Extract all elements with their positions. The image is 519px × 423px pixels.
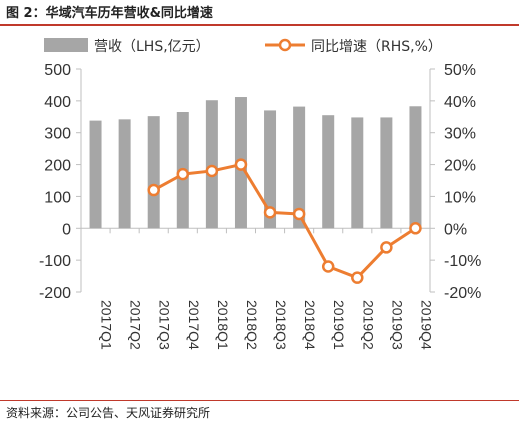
right-tick-label: 10% — [444, 189, 476, 206]
category-label: 2017Q1 — [99, 300, 115, 350]
right-tick-label: -10% — [444, 253, 481, 270]
revenue-bar — [264, 110, 277, 229]
right-tick-label: 0% — [444, 221, 467, 238]
category-labels: 2017Q1 2017Q2 2017Q3 2017Q4 2018Q1 2018Q2 2018… — [99, 300, 435, 350]
growth-polyline — [152, 163, 417, 280]
revenue-bar — [409, 106, 422, 229]
revenue-bar — [147, 116, 160, 229]
left-tick-label: 200 — [44, 158, 71, 175]
category-label: 2019Q1 — [331, 300, 347, 350]
category-label: 2017Q2 — [128, 300, 144, 350]
right-tick-label: 40% — [444, 94, 476, 111]
left-tick-label: 500 — [44, 62, 71, 79]
left-tick-label: 0 — [62, 221, 71, 238]
title-divider — [0, 24, 519, 26]
growth-point — [380, 241, 393, 254]
revenue-bar — [322, 115, 335, 229]
revenue-bar — [118, 119, 131, 229]
growth-point — [234, 158, 248, 171]
legend-label-growth: 同比增速（RHS,%） — [311, 39, 442, 55]
left-tick-label: 400 — [44, 94, 71, 111]
category-label: 2017Q4 — [186, 300, 202, 350]
revenue-bar — [293, 106, 306, 229]
category-label: 2019Q4 — [418, 300, 434, 350]
revenue-bar — [205, 100, 218, 229]
growth-point — [292, 207, 306, 221]
category-label: 2018Q2 — [244, 300, 260, 350]
legend-swatch-revenue — [44, 38, 88, 52]
left-tick-label: 100 — [44, 189, 71, 206]
growth-point — [321, 260, 335, 273]
category-label: 2017Q3 — [157, 300, 173, 350]
growth-point — [205, 164, 219, 178]
footer-divider — [0, 400, 519, 401]
bars — [89, 97, 422, 229]
growth-point — [147, 183, 160, 197]
category-label: 2019Q2 — [360, 300, 376, 350]
left-tick-label: -200 — [39, 285, 71, 302]
right-tick-label: 20% — [444, 158, 476, 175]
left-tick-label: 300 — [44, 126, 71, 143]
left-tick-label: -100 — [39, 253, 71, 270]
legend-marker-growth — [278, 38, 292, 52]
revenue-growth-chart: 营收（LHS,亿元） 同比增速（RHS,%） 500 400 300 200 100 0 -… — [39, 38, 481, 350]
right-tick-label: 30% — [444, 126, 476, 143]
category-label: 2018Q1 — [215, 300, 231, 350]
growth-point — [263, 206, 277, 219]
right-tick-label: 50% — [444, 62, 476, 79]
legend: 营收（LHS,亿元） 同比增速（RHS,%） — [44, 38, 442, 55]
growth-line — [147, 158, 422, 284]
growth-point — [409, 222, 422, 235]
source-note: 资料来源：公司公告、天风证券研究所 — [6, 406, 211, 420]
right-tick-label: -20% — [444, 285, 481, 302]
growth-point — [176, 167, 190, 181]
chart-title: 图 2：华域汽车历年营收&同比增速 — [6, 6, 213, 21]
category-label: 2018Q4 — [302, 300, 318, 350]
revenue-bar — [89, 120, 102, 229]
category-label: 2018Q3 — [273, 300, 289, 350]
legend-label-revenue: 营收（LHS,亿元） — [94, 39, 210, 55]
revenue-bar — [380, 117, 393, 229]
growth-point — [351, 271, 364, 284]
category-label: 2019Q3 — [389, 300, 405, 350]
revenue-bar — [351, 117, 364, 229]
axes: 500 400 300 200 100 0 -100 -200 50% 40% 30% 20% 10% 0… — [39, 62, 481, 302]
